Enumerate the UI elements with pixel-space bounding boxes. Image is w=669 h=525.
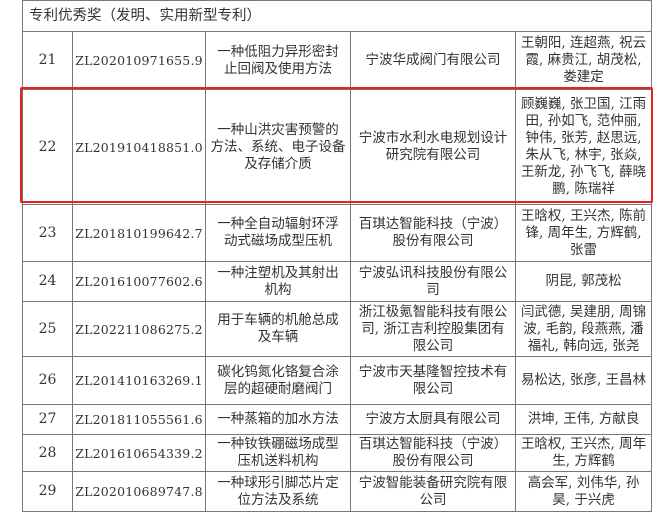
inventors: 洪坤, 王伟, 方献良 [514, 404, 653, 435]
row-number: 26 [22, 356, 73, 405]
section-header-row: 专利优秀奖（发明、实用新型专利） [21, 0, 653, 32]
inventors: 阴昆, 郭茂松 [514, 261, 653, 302]
row-number: 22 [22, 89, 73, 205]
company-name: 宁波华成阀门有限公司 [350, 31, 516, 90]
inventors: 高会军, 刘伟华, 孙 昊, 于兴虎 [514, 471, 653, 512]
table-row: 22 ZL201910418851.0 一种山洪灾害预警的 方法、系统、电子设备 及… [22, 89, 653, 205]
patent-number: ZL202010971655.9 [72, 31, 206, 90]
company-name: 宁波市水利水电规划设计 研究院有限公司 [350, 89, 516, 205]
company-name: 宁波市天基隆智控技术有 限公司 [350, 356, 516, 405]
patent-number: ZL202211086275.2 [72, 301, 206, 357]
patent-name: 一种钕铁硼磁场成型 压机送料机构 [205, 434, 351, 472]
inventors: 王晗权, 王兴杰, 周年 生, 方辉鹤 [514, 434, 653, 472]
patent-name: 一种低阻力异形密封 止回阀及使用方法 [205, 31, 351, 90]
table-row: 21 ZL202010971655.9 一种低阻力异形密封 止回阀及使用方法 宁波华成… [22, 31, 653, 90]
table-row: 26 ZL201410163269.1 碳化钨氮化铬复合涂 层的超硬耐磨阀门 宁波市天… [22, 356, 653, 405]
inventors: 易松达, 张彦, 王昌林 [514, 356, 653, 405]
inventors: 闫武德, 吴建朋, 周锦 波, 毛韵, 段燕燕, 潘 福礼, 韩向远, 张尧 [514, 301, 653, 357]
patent-number: ZL201610654339.2 [72, 434, 206, 472]
inventors: 王朝阳, 连超燕, 祝云 霞, 麻贵江, 胡茂松, 娄建定 [514, 31, 653, 90]
patent-number: ZL201811055561.6 [72, 404, 206, 435]
patent-name: 一种蒸箱的加水方法 [205, 404, 351, 435]
row-number: 25 [22, 301, 73, 357]
company-name: 浙江极氪智能科技有限公 司, 浙江吉利控股集团有 限公司 [350, 301, 516, 357]
row-number: 21 [22, 31, 73, 90]
table-row: 29 ZL202010689747.8 一种球形引脚芯片定 位方法及系统 宁波智能装备… [22, 471, 653, 512]
company-name: 宁波方太厨具有限公司 [350, 404, 516, 435]
company-name: 百琪达智能科技（宁波） 股份有限公司 [350, 204, 516, 262]
inventors: 王晗权, 王兴杰, 陈前 锋, 周年生, 方辉鹤, 张雷 [514, 204, 653, 262]
table-row: 27 ZL201811055561.6 一种蒸箱的加水方法 宁波方太厨具有限公司 洪坤,… [22, 404, 653, 435]
row-number: 24 [22, 261, 73, 302]
patent-number: ZL201810199642.7 [72, 204, 206, 262]
row-number: 28 [22, 434, 73, 472]
inventors: 顾巍巍, 张卫国, 江雨 田, 孙如飞, 范仲丽, 钟伟, 张芳, 赵思远, 朱… [514, 89, 653, 205]
patent-number: ZL201610077602.6 [72, 261, 206, 302]
table-row: 24 ZL201610077602.6 一种注塑机及其射出 机构 宁波弘讯科技股份有限… [22, 261, 653, 302]
patent-award-table: 专利优秀奖（发明、实用新型专利） 21 ZL202010971655.9 一种低阻力… [21, 0, 653, 512]
company-name: 宁波弘讯科技股份有限公 司 [350, 261, 516, 302]
row-number: 23 [22, 204, 73, 262]
table-row: 25 ZL202211086275.2 用于车辆的机舱总成 及车辆 浙江极氪智能科技有… [22, 301, 653, 357]
patent-name: 一种山洪灾害预警的 方法、系统、电子设备 及存储介质 [205, 89, 351, 205]
row-number: 27 [22, 404, 73, 435]
table-row: 28 ZL201610654339.2 一种钕铁硼磁场成型 压机送料机构 百琪达智能科… [22, 434, 653, 472]
patent-name: 碳化钨氮化铬复合涂 层的超硬耐磨阀门 [205, 356, 351, 405]
company-name: 百琪达智能科技（宁波） 股份有限公司 [350, 434, 516, 472]
patent-number: ZL201910418851.0 [72, 89, 206, 205]
patent-name: 一种全自动辐射环浮 动式磁场成型压机 [205, 204, 351, 262]
section-title: 专利优秀奖（发明、实用新型专利） [21, 0, 653, 32]
table-row: 23 ZL201810199642.7 一种全自动辐射环浮 动式磁场成型压机 百琪达智… [22, 204, 653, 262]
patent-name: 一种球形引脚芯片定 位方法及系统 [205, 471, 351, 512]
row-number: 29 [22, 471, 73, 512]
patent-name: 用于车辆的机舱总成 及车辆 [205, 301, 351, 357]
patent-number: ZL202010689747.8 [72, 471, 206, 512]
company-name: 宁波智能装备研究院有限 公司 [350, 471, 516, 512]
patent-name: 一种注塑机及其射出 机构 [205, 261, 351, 302]
patent-number: ZL201410163269.1 [72, 356, 206, 405]
